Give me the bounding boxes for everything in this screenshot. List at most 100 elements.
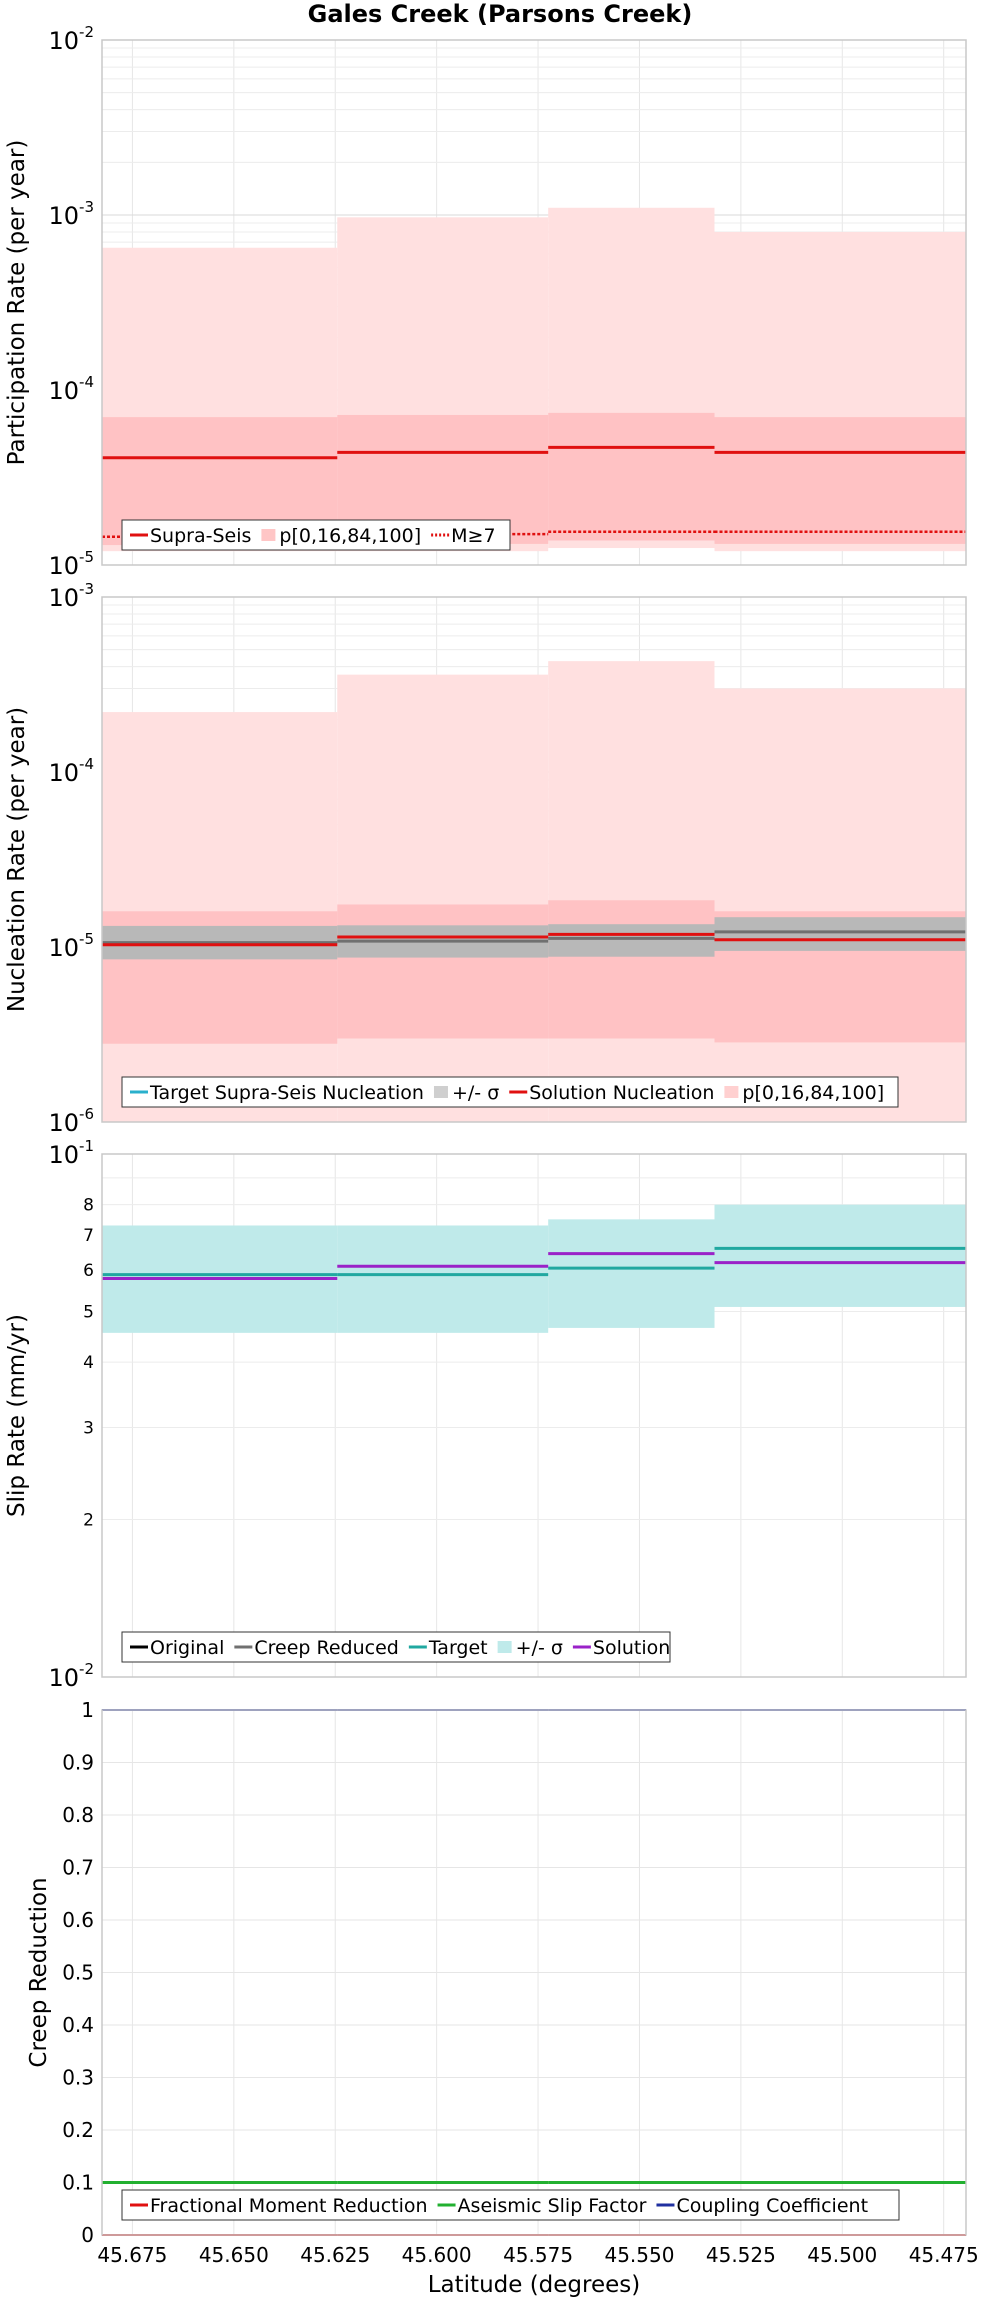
y-tick-label: 10-1 [48, 1137, 94, 1169]
band-segment [714, 1204, 966, 1307]
x-tick-label: 45.500 [807, 2243, 877, 2267]
y-tick-label: 0.3 [62, 2066, 94, 2090]
x-tick-label: 45.525 [706, 2243, 776, 2267]
x-tick-label: 45.575 [503, 2243, 573, 2267]
legend-label: Original [150, 1637, 224, 1659]
y-tick-label: 0 [81, 2223, 94, 2247]
legend: Supra-Seis p[0,16,84,100] M≥7 [121, 519, 511, 551]
y-tick-label: 7 [83, 1226, 94, 1246]
band-segment [548, 900, 715, 1039]
legend-label: Solution Nucleation [529, 1082, 714, 1104]
panel-nucleation: 10-6 10-5 10-4 10-3 Nucleation Rate (per yea… [4, 580, 967, 1137]
y-tick-labels: 0 0.1 0.2 0.3 0.4 0.5 0.6 0.7 0.8 0.9 1 [62, 1698, 94, 2247]
y-tick-label: 10-2 [48, 1660, 94, 1692]
plot-frame [101, 1153, 967, 1678]
legend-box [121, 2189, 900, 2221]
legend-item: Aseismic Slip Factor [437, 2195, 647, 2217]
legend-label: +/- σ [516, 1637, 563, 1659]
legend: Fractional Moment Reduction Aseismic Slip… [121, 2189, 900, 2221]
legend-swatch [261, 529, 276, 541]
band-segment [548, 661, 715, 1122]
x-tick-label: 45.625 [300, 2243, 370, 2267]
legend-label: Fractional Moment Reduction [150, 2195, 428, 2217]
legend-item: Supra-Seis [130, 525, 251, 547]
y-tick-label: 5 [83, 1302, 94, 1322]
legend-item: p[0,16,84,100] [261, 525, 421, 547]
y-tick-label: 0.1 [62, 2171, 94, 2195]
legend-item: Creep Reduced [234, 1637, 399, 1659]
series-supra-seis [102, 445, 966, 460]
y-axis-label: Participation Rate (per year) [4, 140, 30, 466]
x-axis-label: Latitude (degrees) [428, 2272, 641, 2298]
y-tick-label: 0.9 [62, 1751, 94, 1775]
legend-label: p[0,16,84,100] [742, 1082, 884, 1104]
series-solution [102, 1252, 966, 1281]
gridlines [102, 1709, 966, 2236]
y-tick-label: 0.6 [62, 1908, 94, 1932]
y-tick-label: 10-3 [48, 580, 94, 612]
legend-item: Solution Nucleation [509, 1082, 714, 1104]
series-solution-nucleation [102, 932, 966, 947]
legend-item: Target Supra-Seis Nucleation [130, 1082, 424, 1104]
legend-swatch [497, 1641, 512, 1653]
legend-item: +/- σ [497, 1637, 563, 1659]
y-tick-label: 10-4 [48, 373, 94, 405]
band-p-0-100- [102, 661, 966, 1122]
band-segment [714, 417, 966, 544]
y-tick-labels: 10-2 10-1 2 3 4 5 6 7 8 [48, 1137, 94, 1692]
legend-label: Supra-Seis [150, 525, 251, 547]
y-axis-label: Creep Reduction [26, 1877, 52, 2067]
y-tick-label: 4 [83, 1353, 94, 1373]
y-tick-label: 8 [83, 1196, 94, 1216]
legend-label: Target [428, 1637, 488, 1659]
legend-item: Original [130, 1637, 224, 1659]
y-tick-label: 10-6 [48, 1105, 94, 1137]
legend-item: Fractional Moment Reduction [130, 2195, 428, 2217]
y-tick-labels: 10-5 10-4 10-3 10-2 [48, 23, 94, 580]
band-p-16-84- [102, 412, 966, 546]
y-tick-label: 0.2 [62, 2118, 94, 2142]
plot-frame [101, 39, 967, 566]
series-target [102, 1246, 966, 1277]
band-segment [714, 688, 966, 1122]
y-tick-label: 10-3 [48, 198, 94, 230]
band-segment [337, 904, 549, 1039]
legend: Original Creep Reduced Target +/- σ Solution [121, 1631, 671, 1663]
legend-item: +/- σ [433, 1082, 499, 1104]
legend-swatch [433, 1086, 448, 1098]
band-segment [548, 1219, 715, 1328]
y-tick-label: 0.4 [62, 2013, 94, 2037]
band-segment [714, 917, 966, 951]
y-tick-label: 0.8 [62, 1803, 94, 1827]
y-tick-label: 3 [83, 1418, 94, 1438]
y-tick-label: 10-5 [48, 930, 94, 962]
legend-item: Solution [572, 1637, 670, 1659]
x-tick-label: 45.675 [97, 2243, 167, 2267]
series-target-supra-seis-nucleation [102, 930, 966, 945]
band-segment [337, 674, 549, 1122]
legend-item: M≥7 [431, 525, 496, 547]
y-tick-labels: 10-6 10-5 10-4 10-3 [48, 580, 94, 1137]
panel-slip: 10-2 10-1 2 3 4 5 6 7 8 Slip Rate (mm/yr) Original… [4, 1137, 967, 1692]
x-tick-label: 45.600 [402, 2243, 472, 2267]
chart-panels: 10-5 10-4 10-3 10-2 Participation Rate (per … [4, 23, 979, 2267]
panel-creep: 0 0.1 0.2 0.3 0.4 0.5 0.6 0.7 0.8 0.9 1 Creep Reduc… [26, 1698, 967, 2247]
legend-item: p[0,16,84,100] [724, 1082, 884, 1104]
legend-label: p[0,16,84,100] [279, 525, 421, 547]
legend-box [121, 519, 511, 551]
legend-label: Solution [593, 1637, 670, 1659]
band-segment [548, 924, 715, 957]
x-tick-labels: 45.675 45.650 45.625 45.600 45.575 45.550 45.5… [97, 2243, 978, 2267]
legend-label: Aseismic Slip Factor [458, 2195, 647, 2217]
y-axis-label: Slip Rate (mm/yr) [4, 1314, 30, 1517]
legend-label: +/- σ [452, 1082, 499, 1104]
y-tick-label: 0.7 [62, 1856, 94, 1880]
y-tick-label: 2 [83, 1511, 94, 1531]
legend-swatch [724, 1086, 739, 1098]
plot-frame [101, 1709, 967, 2236]
legend-label: Coupling Coefficient [676, 2195, 868, 2217]
y-tick-label: 10-5 [48, 548, 94, 580]
y-tick-label: 1 [81, 1698, 94, 1722]
legend-item: Coupling Coefficient [656, 2195, 868, 2217]
